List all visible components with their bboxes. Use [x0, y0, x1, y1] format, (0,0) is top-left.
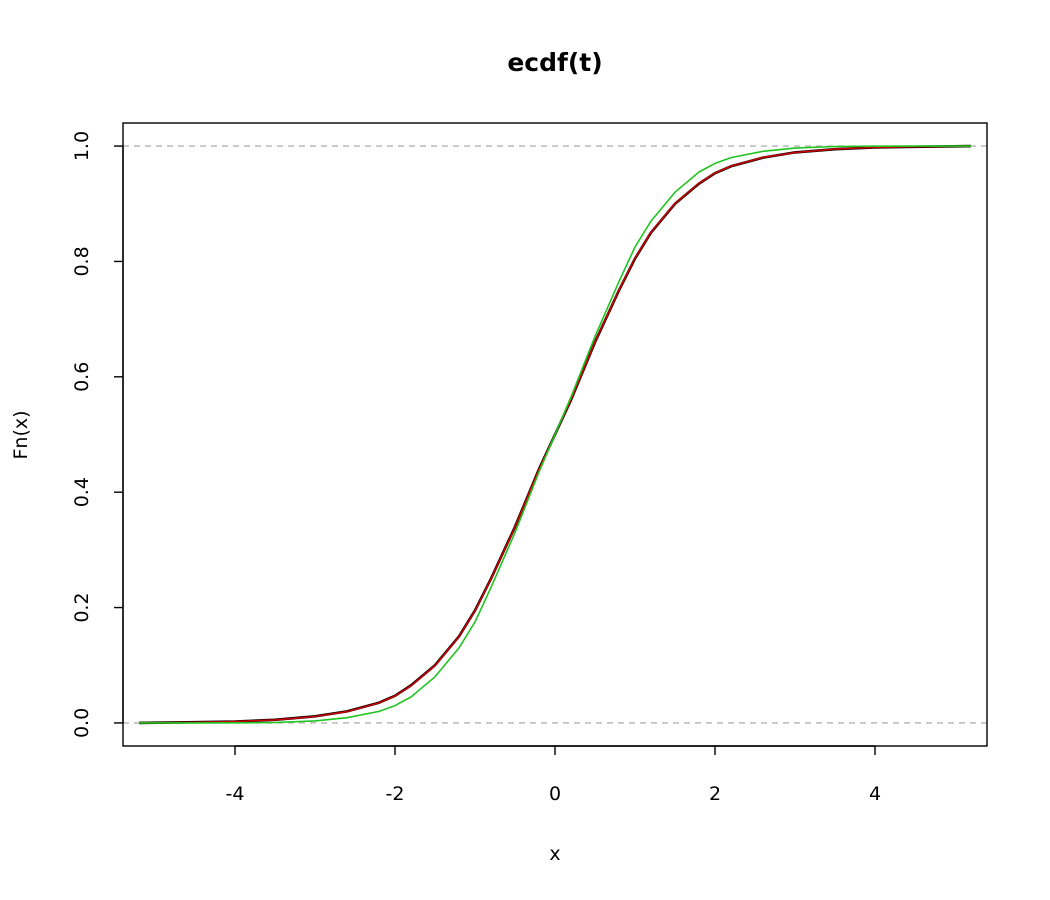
x-tick-label: -4 [226, 783, 245, 805]
series-line-2 [139, 145, 971, 724]
y-tick-label: 0.4 [71, 477, 93, 507]
x-tick-label: -2 [386, 783, 405, 805]
x-tick-label: 2 [709, 783, 721, 805]
y-tick-label: 0.2 [71, 592, 93, 622]
series-layer [138, 144, 972, 725]
y-axis-label: Fn(x) [10, 410, 32, 459]
x-tick-label: 0 [549, 783, 561, 805]
y-tick-label: 1.0 [71, 131, 93, 161]
y-tick-label: 0.8 [71, 246, 93, 276]
x-axis: -4 -2 0 2 4 [226, 745, 881, 805]
x-axis-label: x [549, 843, 560, 865]
x-tick-label: 4 [869, 783, 881, 805]
chart-title: ecdf(t) [507, 48, 602, 77]
y-axis: 0.0 0.2 0.4 0.6 0.8 1.0 [71, 131, 124, 738]
y-tick-label: 0.6 [71, 362, 93, 392]
y-tick-label: 0.0 [71, 708, 93, 738]
